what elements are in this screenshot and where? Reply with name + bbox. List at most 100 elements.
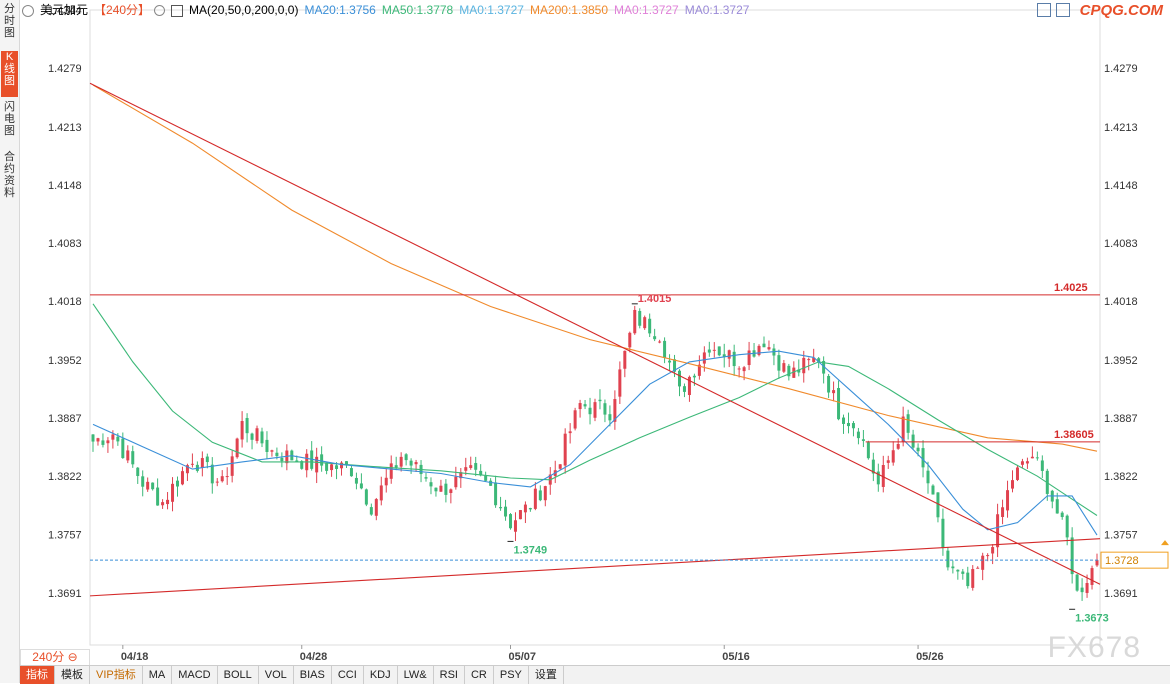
candle [628, 332, 632, 348]
candle [846, 422, 850, 427]
candle [424, 477, 428, 479]
indicator-tab-macd[interactable]: MACD [172, 666, 218, 684]
candle [842, 417, 846, 424]
candle [747, 350, 751, 366]
y-tick-left: 1.4148 [48, 180, 82, 192]
indicator-tab-bias[interactable]: BIAS [294, 666, 332, 684]
candle [434, 487, 438, 492]
indicator-tab-指标[interactable]: 指标 [20, 666, 55, 684]
indicator-tab-设置[interactable]: 设置 [529, 666, 564, 684]
indicator-tab-vip指标[interactable]: VIP指标 [90, 666, 143, 684]
candle [697, 364, 701, 376]
candle [538, 490, 542, 501]
candle [966, 572, 970, 587]
candle [255, 428, 259, 441]
candle [1080, 587, 1084, 593]
candle [1090, 568, 1094, 585]
candle [1025, 461, 1029, 464]
candle [300, 461, 304, 469]
tab-lightning-chart[interactable]: 闪电图 [4, 101, 15, 137]
y-tick-right: 1.4018 [1104, 296, 1138, 308]
candle [936, 492, 940, 518]
x-tick-label: 05/26 [916, 651, 944, 663]
candle [280, 457, 284, 462]
candle [265, 439, 269, 452]
candle [881, 465, 885, 487]
candle [175, 480, 179, 487]
candle [603, 403, 607, 415]
zoom-out-icon[interactable] [154, 5, 166, 17]
ma0-value-3: MA0:1.3727 [684, 3, 750, 17]
indicator-tab-rsi[interactable]: RSI [434, 666, 465, 684]
ma200-value: MA200:1.3850 [529, 3, 609, 17]
tab-kline-chart[interactable]: K线图 [1, 51, 18, 97]
candle [190, 463, 194, 465]
candle [399, 456, 403, 467]
y-tick-left: 1.4213 [48, 122, 82, 134]
candle [593, 402, 597, 418]
candle [275, 452, 279, 457]
candle [161, 502, 165, 506]
candle [891, 450, 895, 463]
candle [1065, 515, 1069, 538]
candle [722, 354, 726, 357]
candle [1095, 560, 1099, 566]
candle [762, 343, 766, 348]
candle [325, 462, 329, 471]
indicator-tab-boll[interactable]: BOLL [218, 666, 259, 684]
zoom-in-icon[interactable] [1037, 3, 1051, 17]
indicator-tab-psy[interactable]: PSY [494, 666, 529, 684]
ma-params: MA(20,50,0,200,0,0) [189, 3, 299, 17]
indicator-tab-cci[interactable]: CCI [332, 666, 364, 684]
price-arrow-icon [1161, 540, 1169, 546]
y-tick-right: 1.3822 [1104, 471, 1138, 483]
candle [409, 460, 413, 466]
candle [757, 345, 761, 355]
indicator-tab-vol[interactable]: VOL [259, 666, 294, 684]
candle [618, 369, 622, 397]
candle [220, 476, 224, 482]
candle [1085, 583, 1089, 593]
candle [558, 464, 562, 469]
candle [812, 357, 816, 363]
candle [106, 440, 110, 444]
candle [489, 480, 493, 486]
candle [1020, 461, 1024, 465]
settings-icon[interactable] [22, 4, 34, 17]
candle [180, 471, 184, 485]
candle [822, 360, 826, 374]
candle [876, 471, 880, 485]
ma50-line [92, 303, 1098, 516]
period-label[interactable]: 【240分】 [94, 3, 151, 17]
candle [931, 485, 935, 495]
indicator-tab-模板[interactable]: 模板 [55, 666, 90, 684]
zoom-fit-icon[interactable] [1056, 3, 1070, 17]
indicator-tab-kdj[interactable]: KDJ [364, 666, 398, 684]
ma20-value: MA20:1.3756 [304, 3, 376, 17]
candle [986, 555, 990, 557]
candle [454, 476, 458, 488]
y-tick-right: 1.3952 [1104, 355, 1138, 367]
candle [598, 399, 602, 402]
candle [494, 482, 498, 506]
ma0-value: MA0:1.3727 [459, 3, 524, 17]
tab-time-chart[interactable]: 分时图 [4, 3, 15, 39]
indicator-tab-ma[interactable]: MA [143, 666, 173, 684]
candle [677, 370, 681, 387]
ma-settings-icon[interactable] [171, 4, 184, 17]
annotation-label: 1.4015 [638, 293, 672, 305]
indicator-tab-lw-[interactable]: LW& [398, 666, 434, 684]
candle [250, 433, 254, 440]
y-tick-left: 1.3952 [48, 355, 82, 367]
candle [354, 477, 358, 484]
candle [976, 567, 980, 569]
candle [344, 461, 348, 466]
x-tick-label: 04/18 [121, 651, 149, 663]
tab-contract-info[interactable]: 合约资料 [4, 151, 15, 199]
indicator-tab-cr[interactable]: CR [465, 666, 494, 684]
period-selector[interactable]: 240分 ⊖ [20, 649, 90, 666]
candle [91, 434, 95, 442]
candle [171, 483, 175, 502]
candle [1030, 456, 1034, 459]
